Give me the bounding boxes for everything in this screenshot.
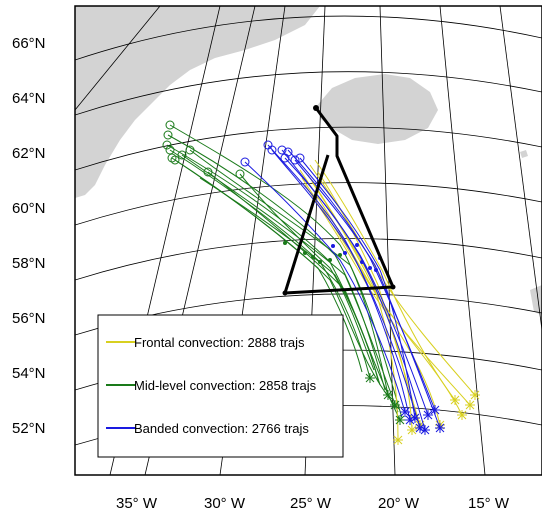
- legend-label-banded: Banded convection: 2766 trajs: [134, 421, 309, 436]
- iceland-land: [315, 74, 438, 144]
- map-frame: [74, 5, 542, 476]
- europe-land: [530, 285, 542, 315]
- legend-label-mid-level: Mid-level convection: 2858 trajs: [134, 378, 317, 393]
- legend-label-frontal: Frontal convection: 2888 trajs: [134, 335, 305, 350]
- lat-label: 60°N: [12, 200, 46, 217]
- flight-track-vertex: [390, 284, 396, 290]
- mid-level-start-markers: [162, 120, 245, 179]
- mid-level-end-markers: [365, 373, 405, 425]
- legend: Frontal convection: 2888 trajs Mid-level…: [97, 314, 344, 458]
- lat-label: 58°N: [12, 255, 46, 272]
- mid-level-midpoints: [283, 241, 342, 264]
- banded-start-markers: [240, 140, 305, 167]
- lat-label: 56°N: [12, 310, 46, 327]
- lat-label: 64°N: [12, 90, 46, 107]
- lat-label: 54°N: [12, 365, 46, 382]
- lat-label: 62°N: [12, 145, 46, 162]
- banded-trajectories: [244, 144, 441, 431]
- legend-box: [97, 314, 344, 458]
- lon-label: 30° W: [204, 495, 246, 512]
- lon-label: 15° W: [468, 495, 510, 512]
- lon-label: 25° W: [290, 495, 332, 512]
- banded-end-markers: [400, 405, 445, 435]
- flight-track-start: [313, 105, 319, 111]
- lat-label: 66°N: [12, 35, 46, 52]
- latitude-labels: 66°N 64°N 62°N 60°N 58°N 56°N 54°N 52°N: [12, 35, 46, 437]
- lon-label: 35° W: [116, 495, 158, 512]
- faroe-islands: [520, 150, 528, 158]
- lon-label: 20° W: [378, 495, 420, 512]
- greenland-land: [75, 6, 320, 198]
- longitude-labels: 35° W 30° W 25° W 20° W 15° W: [116, 495, 510, 512]
- flight-track-vertex: [282, 290, 288, 296]
- lat-label: 52°N: [12, 420, 46, 437]
